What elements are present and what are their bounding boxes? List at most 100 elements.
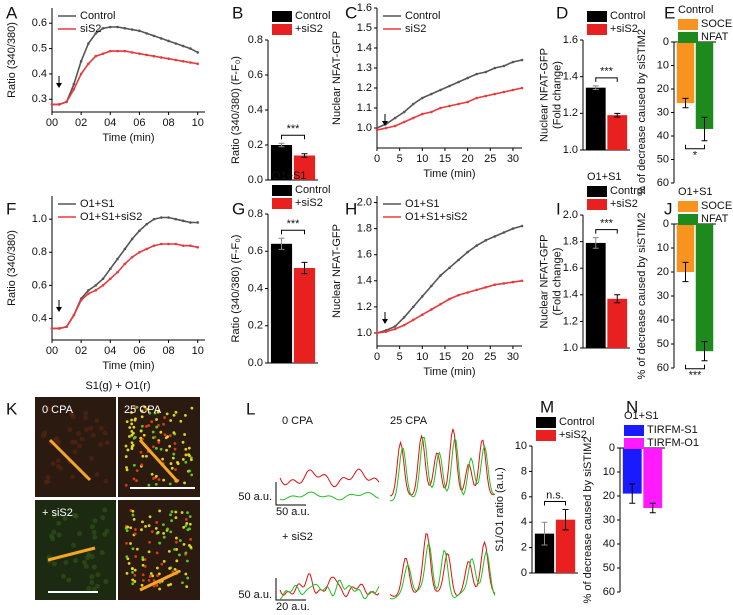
series-point — [152, 217, 156, 221]
series-point — [439, 106, 442, 110]
puncta — [161, 523, 165, 527]
y-tick-label: 0.4 — [32, 312, 47, 324]
puncta — [141, 563, 145, 567]
puncta — [189, 537, 193, 541]
error-bar — [701, 341, 708, 362]
series-point — [393, 325, 397, 328]
puncta — [130, 441, 134, 445]
puncta — [185, 585, 189, 589]
puncta — [124, 483, 128, 487]
y-tick-label: 1.0 — [357, 122, 372, 134]
series-point — [402, 120, 406, 124]
series-point — [448, 104, 451, 108]
puncta — [181, 440, 185, 444]
y-tick-label: 40 — [657, 314, 669, 326]
puncta — [184, 460, 188, 464]
legend-label: +siS2 — [295, 23, 323, 35]
series-point — [116, 270, 119, 274]
puncta — [141, 579, 145, 582]
puncta — [143, 558, 147, 561]
series-point — [181, 244, 185, 247]
puncta — [178, 553, 181, 557]
puncta — [128, 426, 132, 429]
series-point — [421, 295, 424, 298]
panel-letter: F — [6, 199, 16, 218]
y-tick-label: 30 — [657, 106, 669, 118]
series-line — [376, 225, 523, 334]
significance-label: *** — [600, 66, 614, 78]
puncta — [187, 446, 191, 450]
puncta — [89, 580, 95, 586]
puncta — [184, 447, 188, 451]
scale-label: 50 a.u. — [276, 506, 310, 518]
puncta — [95, 583, 101, 589]
y-tick-label: 0.8 — [32, 246, 47, 258]
puncta — [171, 456, 175, 460]
legend-swatch — [536, 430, 556, 441]
y-axis-label: % of decrease caused by siSTIM2 — [582, 437, 594, 604]
puncta — [170, 519, 174, 523]
series-point — [174, 42, 178, 45]
bar — [270, 145, 293, 180]
puncta — [133, 406, 137, 410]
x-axis-label: Time (min) — [102, 132, 154, 144]
image-label: + siS2 — [42, 507, 73, 519]
puncta — [141, 520, 144, 524]
puncta — [154, 474, 158, 478]
puncta — [69, 439, 75, 445]
panel-letter: K — [6, 399, 18, 418]
x-tick-label: 10 — [416, 351, 428, 363]
puncta — [183, 433, 187, 436]
puncta — [56, 532, 62, 538]
legend-label: Control — [610, 10, 645, 22]
series-point — [430, 284, 433, 288]
puncta — [125, 468, 129, 472]
error-bar — [701, 116, 708, 142]
puncta — [125, 529, 129, 533]
legend-label: TIRFM-O1 — [647, 437, 699, 449]
puncta — [173, 442, 177, 445]
puncta — [147, 483, 151, 487]
error-bar — [592, 85, 599, 90]
series-point — [87, 42, 90, 45]
y-tick-label: 0 — [663, 218, 669, 230]
series-point — [159, 242, 163, 246]
puncta — [125, 571, 129, 575]
series-point — [393, 124, 397, 128]
puncta — [147, 424, 151, 427]
puncta — [179, 419, 183, 423]
y-tick-label: 0.2 — [248, 320, 263, 332]
series-point — [94, 284, 98, 287]
puncta — [174, 536, 178, 540]
series-line — [376, 59, 523, 129]
x-tick-label: 15 — [439, 351, 451, 363]
puncta — [174, 540, 178, 544]
y-tick-label: 2.0 — [563, 209, 578, 221]
puncta — [83, 410, 89, 416]
series-point — [457, 80, 460, 84]
series-point — [502, 90, 506, 94]
legend-swatch — [587, 199, 607, 210]
puncta — [73, 558, 79, 564]
puncta — [126, 525, 130, 529]
series-point — [79, 59, 83, 63]
y-tick-label: 0.6 — [248, 69, 263, 81]
series-point — [411, 318, 415, 322]
puncta — [131, 567, 134, 570]
y-tick-label: 1.5 — [357, 22, 372, 34]
bar — [270, 243, 293, 363]
puncta — [132, 463, 136, 467]
series-point — [457, 258, 460, 262]
trace — [279, 468, 380, 488]
x-tick-label: 06 — [133, 345, 145, 357]
series-point — [196, 246, 200, 249]
significance-label: *** — [689, 370, 703, 382]
legend-label: siS2 — [80, 23, 101, 35]
legend-label: NFAT — [701, 213, 729, 225]
legend-swatch — [624, 425, 644, 436]
series-point — [402, 110, 406, 114]
y-tick-label: 20 — [657, 266, 669, 278]
puncta — [132, 518, 136, 521]
puncta — [147, 579, 151, 582]
